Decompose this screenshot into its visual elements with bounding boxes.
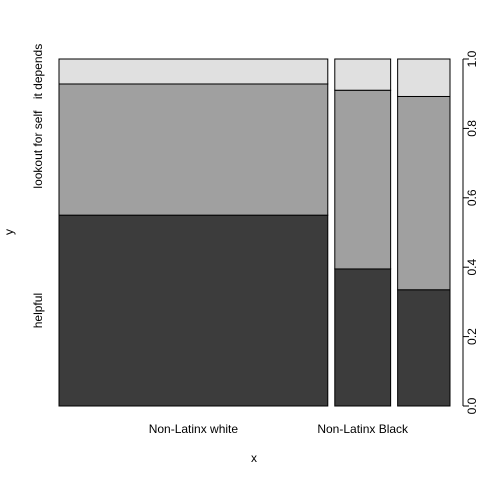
bar-segment-2-lookout-for-self bbox=[334, 89, 392, 270]
right-axis-tick-label: 0.0 bbox=[465, 397, 479, 414]
bar-segment-2-helpful bbox=[334, 268, 392, 407]
y-axis-title: y bbox=[2, 229, 16, 235]
y-level-labels: helpful lookout for self it depends bbox=[31, 44, 45, 328]
right-axis-tick-label: 0.2 bbox=[465, 328, 479, 345]
bar-segment-3-helpful bbox=[397, 289, 451, 407]
bar-segment-1-it-depends bbox=[58, 58, 329, 85]
bar-segment-1-helpful bbox=[58, 214, 329, 407]
right-axis-tick-label: 0.4 bbox=[465, 259, 479, 276]
right-axis-tick-label: 1.0 bbox=[465, 50, 479, 67]
x-category-label: Non-Latinx white bbox=[149, 422, 239, 436]
bar-segment-3-it-depends bbox=[397, 58, 451, 97]
y-level-label-lookout-for-self: lookout for self bbox=[31, 110, 45, 189]
bar-segment-1-lookout-for-self bbox=[58, 83, 329, 216]
bars-layer bbox=[58, 58, 451, 407]
y-level-label-it-depends: it depends bbox=[31, 44, 45, 99]
x-category-label: Non-Latinx Black bbox=[317, 422, 409, 436]
right-axis-tick-label: 0.6 bbox=[465, 189, 479, 206]
x-category-labels: Non-Latinx white Non-Latinx Black bbox=[149, 422, 409, 436]
right-axis: 0.0 0.2 0.4 0.6 0.8 1.0 bbox=[462, 50, 479, 414]
bar-segment-2-it-depends bbox=[334, 58, 392, 91]
bar-segment-3-lookout-for-self bbox=[397, 95, 451, 291]
x-axis-title: x bbox=[251, 451, 257, 465]
y-level-label-helpful: helpful bbox=[31, 293, 45, 328]
right-axis-tick-label: 0.8 bbox=[465, 120, 479, 137]
right-axis-ticks: 0.0 0.2 0.4 0.6 0.8 1.0 bbox=[463, 50, 479, 414]
